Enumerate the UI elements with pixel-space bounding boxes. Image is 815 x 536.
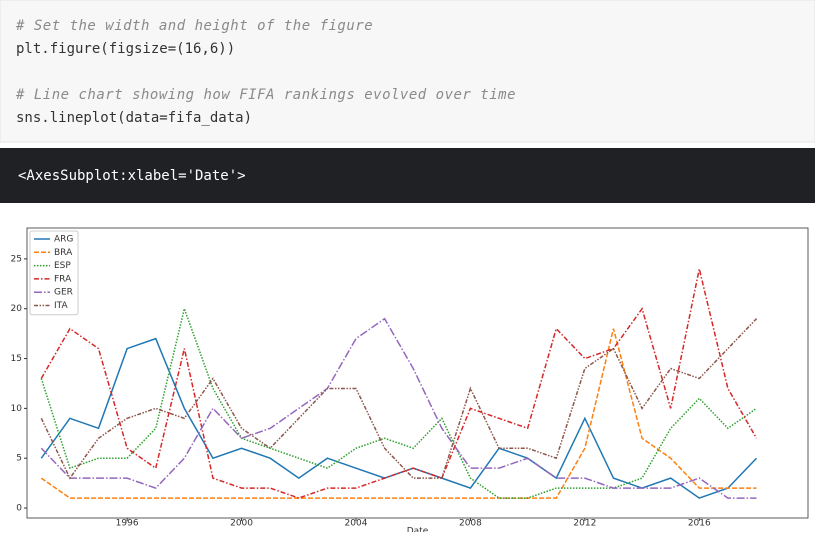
series-line [40,318,758,480]
x-tick-label: 1996 [116,519,139,529]
legend-label: BRA [54,248,73,258]
series-line [40,306,757,499]
legend-label: ESP [54,261,71,271]
legend-label: FRA [54,274,72,284]
x-tick-label: 2004 [345,519,368,529]
series-line [40,317,757,499]
chart: 0 5 10 15 20 25 1996 2000 2004 2008 2012 2016 Date AR… [11,227,809,536]
y-tick-label: 15 [11,354,22,364]
code-line: # Set the width and height of the figure [15,18,373,34]
code-line: plt.figure(figsize=(16,6)) [16,41,235,57]
x-axis-label: Date [407,527,429,533]
y-tick-label: 20 [11,304,23,314]
x-tick-label: 2016 [688,519,711,529]
y-tick-label: 25 [11,254,22,264]
series-line [40,268,758,499]
code-line: sns.lineplot(data=fifa_data) [16,110,252,126]
legend-label: ITA [54,301,68,311]
y-tick-label: 5 [16,454,22,464]
legend-label: GER [54,288,73,298]
y-tick-label: 10 [11,404,23,414]
x-tick-label: 2000 [230,519,253,529]
y-tick-label: 0 [16,504,22,514]
x-tick-label: 2008 [459,519,482,529]
series-line [40,337,758,499]
legend-label: ARG [54,235,73,245]
output-text: <AxesSubplot:xlabel='Date'> [18,168,246,184]
output-bar [0,148,815,203]
plot-area [26,227,809,519]
code-line: # Line chart showing how FIFA rankings e… [15,87,516,103]
code-cell [0,0,815,143]
x-tick-label: 2012 [573,519,596,529]
